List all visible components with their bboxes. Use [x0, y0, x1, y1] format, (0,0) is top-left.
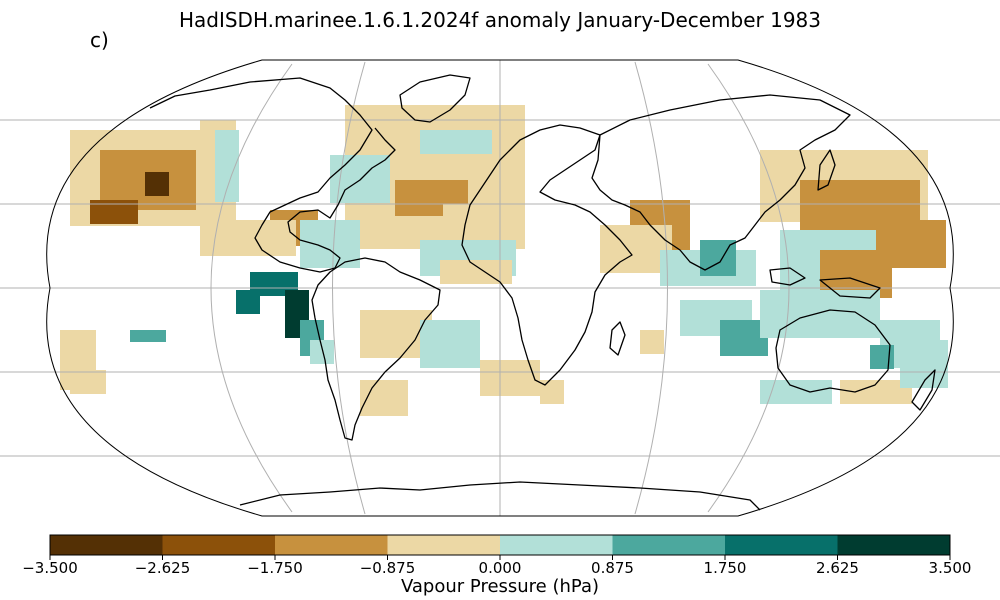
anomaly-cell: [870, 345, 894, 369]
colorbar-tick-label: 0.875: [591, 559, 634, 577]
anomaly-cell: [760, 380, 832, 404]
graticule-lines: [0, 60, 1000, 516]
anomaly-cell: [200, 220, 296, 256]
colorbar-swatch: [725, 535, 838, 555]
anomaly-cell: [145, 172, 169, 196]
anomaly-grid-cells: [60, 105, 948, 416]
colorbar-tick-label: −3.500: [22, 559, 78, 577]
anomaly-cell: [360, 380, 408, 416]
colorbar-swatch: [387, 535, 501, 555]
colorbar-swatch: [612, 535, 726, 555]
colorbar-tick-label: 3.500: [928, 559, 972, 577]
colorbar-swatch: [500, 535, 613, 555]
anomaly-cell: [480, 360, 540, 396]
colorbar-swatch: [837, 535, 951, 555]
colorbar-tick-label: 0.000: [478, 559, 522, 577]
colorbar-swatch: [162, 535, 276, 555]
colorbar-swatch: [50, 535, 163, 555]
anomaly-cell: [130, 330, 166, 342]
colorbar-swatch: [275, 535, 388, 555]
colorbar-tick-label: −1.750: [247, 559, 303, 577]
colorbar-tick-label: 1.750: [703, 559, 747, 577]
anomaly-cell: [420, 130, 492, 154]
map-outline: [46, 59, 954, 517]
coastlines: [149, 74, 936, 511]
colorbar-tick-label: −0.875: [359, 559, 416, 577]
anomaly-cell: [70, 370, 106, 394]
map-title: HadISDH.marinee.1.6.1.2024f anomaly Janu…: [178, 8, 822, 32]
anomaly-cell: [236, 290, 260, 314]
panel-label: c): [90, 28, 109, 52]
anomaly-cell: [300, 220, 360, 268]
colorbar-label: Vapour Pressure (hPa): [400, 576, 600, 597]
anomaly-cell: [420, 180, 468, 204]
colorbar: [49, 535, 951, 560]
anomaly-cell: [440, 260, 512, 284]
colorbar-tick-label: 2.625: [816, 559, 859, 577]
colorbar-frame: [49, 534, 951, 556]
anomaly-cell: [640, 330, 664, 354]
anomaly-cell: [310, 340, 334, 364]
colorbar-tick-label: −2.625: [134, 559, 191, 577]
anomaly-cell: [900, 340, 948, 388]
anomaly-cell: [420, 320, 480, 368]
